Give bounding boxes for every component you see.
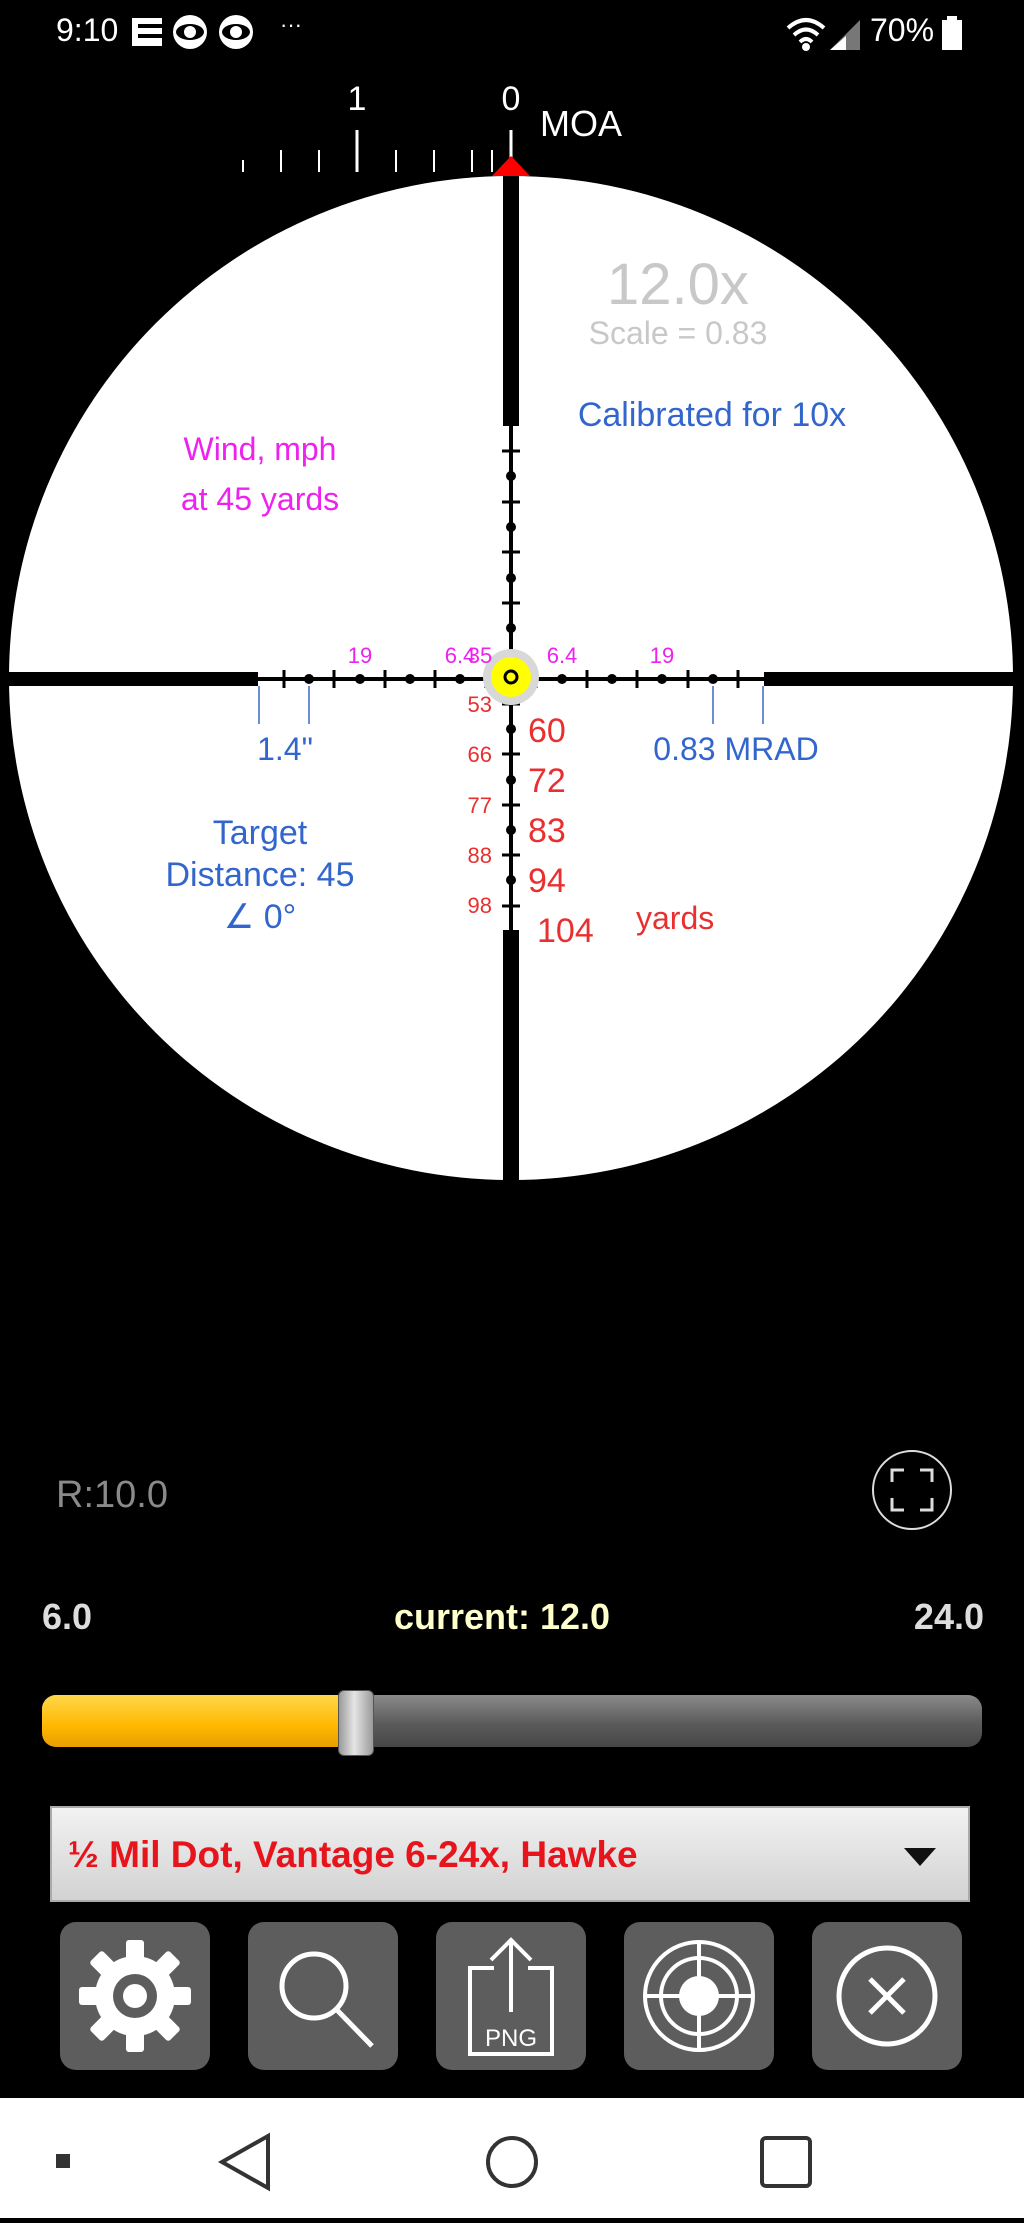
drop-large-4: 94 (528, 862, 566, 900)
drop-small-3: 77 (468, 793, 492, 818)
back-icon[interactable] (217, 2132, 270, 2192)
target-distance: Distance: 45 (166, 856, 355, 894)
overflow-dots: ··· (280, 12, 302, 37)
share-icon (468, 1937, 554, 2056)
reticle-select[interactable]: ½ Mil Dot, Vantage 6-24x, Hawke (50, 1806, 970, 1902)
center-crosshair-ring (503, 669, 519, 685)
zoom-slider-fill (42, 1695, 356, 1747)
spacing-guides (258, 686, 764, 724)
moa-unit: MOA (540, 103, 622, 144)
status-connectivity-icons (786, 18, 860, 51)
dropdown-arrow-icon (904, 1848, 936, 1866)
wind-right-inner: 6.4 (547, 643, 578, 668)
target-icon (643, 1940, 755, 2052)
yards-label: yards (636, 900, 714, 936)
e-app-icon (132, 18, 162, 46)
home-icon[interactable] (486, 2136, 538, 2188)
mil-ticks-horizontal (282, 670, 740, 688)
drop-small-2: 66 (468, 742, 492, 767)
drop-large-3: 83 (528, 812, 566, 850)
right-spacing-text: 0.83 MRAD (653, 731, 818, 767)
zoom-min-label: 6.0 (42, 1596, 93, 1637)
system-nav-bar (0, 2098, 1024, 2218)
signal-icon (830, 20, 860, 50)
calibrated-text: Calibrated for 10x (578, 396, 846, 434)
close-button[interactable] (812, 1922, 962, 2070)
status-notification-icons (132, 15, 253, 49)
reticle-post-top (503, 176, 519, 426)
battery-percent: 70% (870, 12, 935, 48)
settings-button[interactable] (60, 1922, 210, 2070)
mil-dots-vertical (506, 471, 516, 885)
zoom-slider[interactable] (42, 1695, 982, 1747)
moa-label-1: 1 (348, 80, 367, 118)
scale-text: Scale = 0.83 (589, 315, 768, 351)
target-button[interactable] (624, 1922, 774, 2070)
reticle-select-value: ½ Mil Dot, Vantage 6-24x, Hawke (68, 1834, 638, 1875)
wifi-icon (786, 18, 826, 51)
zoom-max-label: 24.0 (913, 1596, 984, 1637)
drop-small-1: 53 (468, 692, 492, 717)
status-time: 9:10 (56, 12, 119, 48)
moa-scale (242, 130, 513, 172)
drop-large-1: 60 (528, 712, 566, 750)
reticle-post-bottom (503, 930, 519, 1180)
gear-icon (79, 1940, 191, 2052)
fullscreen-icon (890, 1468, 934, 1512)
drop-large-5: 104 (537, 912, 594, 950)
reticle-post-left (8, 672, 258, 686)
close-circle-icon (836, 1945, 938, 2047)
zoom-slider-thumb[interactable] (338, 1690, 375, 1756)
search-icon (279, 1951, 374, 2048)
drop-small-4: 88 (468, 843, 492, 868)
cbs-eye-icon (173, 15, 207, 49)
recents-icon[interactable] (760, 2136, 812, 2188)
wind-left-outer: 19 (348, 643, 372, 668)
wind-label-line2: at 45 yards (181, 481, 339, 517)
target-label: Target (213, 814, 308, 852)
fullscreen-button[interactable] (872, 1450, 952, 1530)
export-png-button[interactable]: PNG (436, 1922, 586, 2070)
wind-right-outer: 19 (650, 643, 674, 668)
battery-icon (942, 16, 962, 50)
magnification-text: 12.0x (607, 252, 749, 317)
target-angle: ∠ 0° (224, 898, 296, 936)
search-button[interactable] (248, 1922, 398, 2070)
mil-dots-horizontal (304, 674, 718, 684)
wind-left-inner: 6.4 (445, 643, 476, 668)
zero-marker (492, 156, 530, 176)
wind-label-line1: Wind, mph (184, 431, 337, 467)
center-target-dot (491, 657, 531, 697)
reticle-post-right (764, 672, 1014, 686)
cbs-eye-icon (219, 15, 253, 49)
range-readout: R:10.0 (56, 1474, 168, 1516)
zoom-current-label: current: 12.0 (393, 1596, 611, 1637)
wind-center: 35 (468, 643, 492, 668)
png-label: PNG (485, 2025, 537, 2052)
left-spacing-text: 1.4" (257, 731, 313, 767)
drop-large-2: 72 (528, 762, 566, 800)
drop-small-5: 98 (468, 893, 492, 918)
nav-dot-icon[interactable] (56, 2154, 70, 2168)
scope-view[interactable]: 1 0 MOA (0, 0, 1024, 1200)
moa-label-0: 0 (502, 80, 521, 118)
